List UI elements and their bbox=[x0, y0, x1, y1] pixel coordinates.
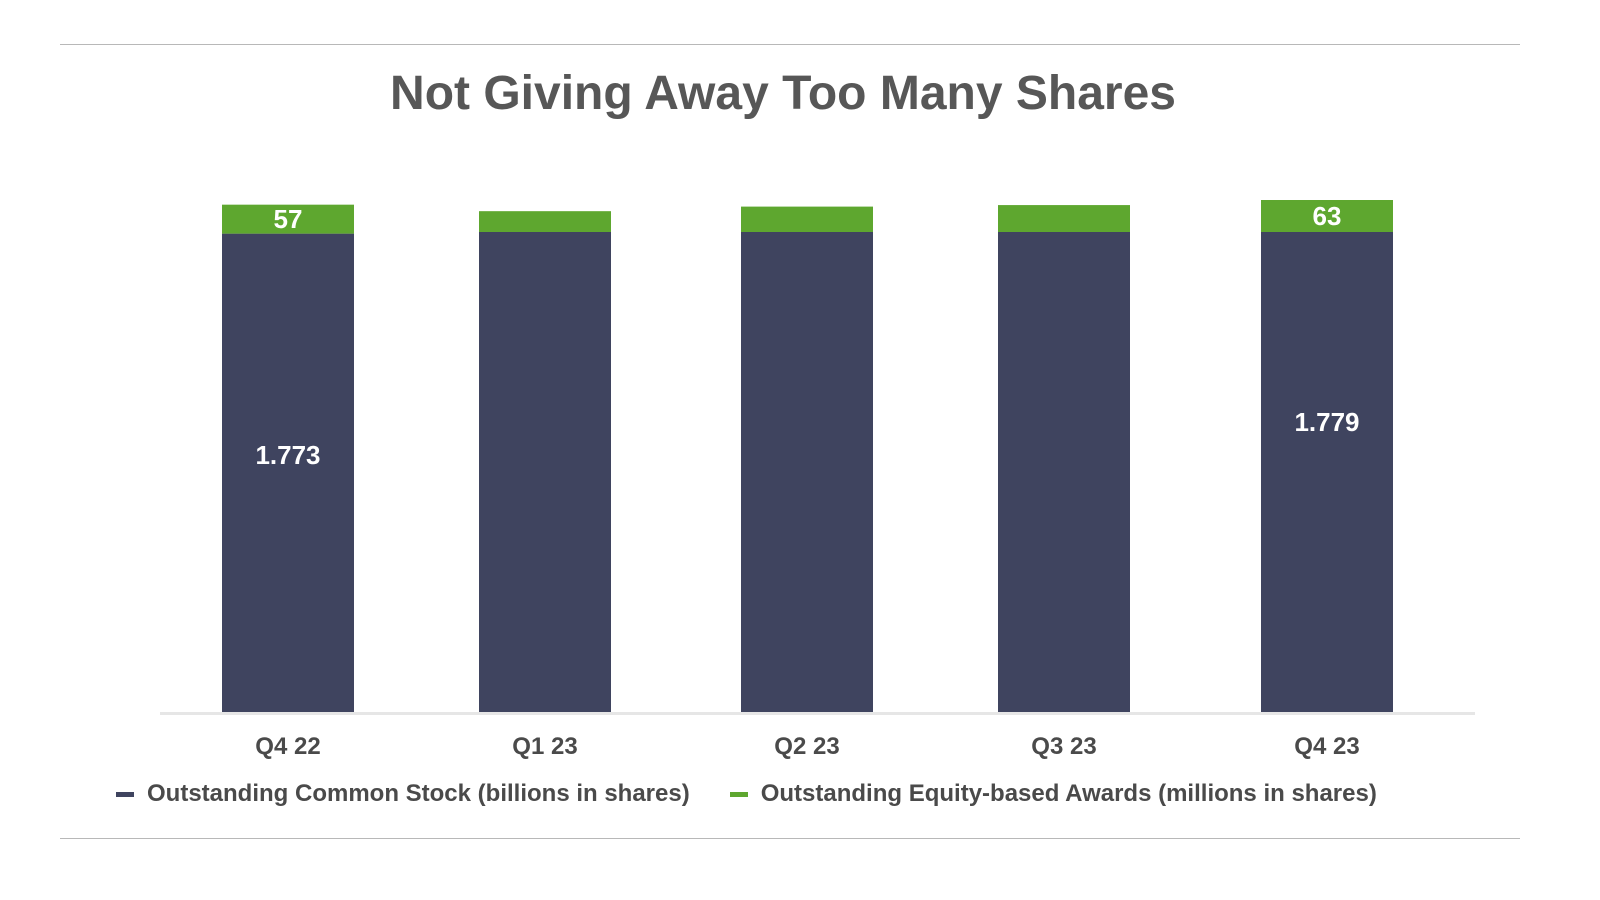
legend: Outstanding Common Stock (billions in sh… bbox=[116, 780, 1417, 808]
x-tick-label: Q1 23 bbox=[512, 733, 577, 760]
bottom-divider bbox=[60, 838, 1520, 839]
bar-common-stock bbox=[741, 232, 873, 712]
bar-common-stock bbox=[222, 233, 354, 712]
x-tick-label: Q3 23 bbox=[1031, 733, 1096, 760]
data-label-awards: 63 bbox=[1313, 201, 1342, 231]
x-axis-line bbox=[160, 712, 1475, 715]
bar-equity-awards bbox=[479, 211, 611, 232]
legend-label-common: Outstanding Common Stock (billions in sh… bbox=[147, 780, 690, 807]
bar-equity-awards bbox=[1261, 200, 1393, 232]
bar-equity-awards bbox=[222, 204, 354, 234]
legend-label-awards: Outstanding Equity-based Awards (million… bbox=[760, 780, 1377, 807]
bar-equity-awards bbox=[998, 205, 1130, 232]
x-tick-label: Q4 23 bbox=[1294, 733, 1359, 760]
bar-common-stock bbox=[998, 232, 1130, 712]
top-divider bbox=[60, 44, 1520, 45]
bar-common-stock bbox=[1261, 232, 1393, 712]
legend-swatch-common bbox=[116, 791, 134, 797]
bar-common-stock bbox=[479, 232, 611, 712]
legend-swatch-awards bbox=[729, 791, 748, 797]
chart-title: Not Giving Away Too Many Shares bbox=[390, 67, 1176, 120]
legend-item-common: Outstanding Common Stock (billions in sh… bbox=[116, 780, 690, 808]
data-label-common: 1.773 bbox=[255, 440, 320, 470]
data-label-awards: 57 bbox=[274, 204, 303, 234]
bar-equity-awards bbox=[741, 206, 873, 232]
x-tick-label: Q2 23 bbox=[774, 733, 839, 760]
x-tick-label: Q4 22 bbox=[255, 733, 320, 760]
legend-item-awards: Outstanding Equity-based Awards (million… bbox=[729, 780, 1377, 808]
data-label-common: 1.779 bbox=[1294, 407, 1359, 437]
